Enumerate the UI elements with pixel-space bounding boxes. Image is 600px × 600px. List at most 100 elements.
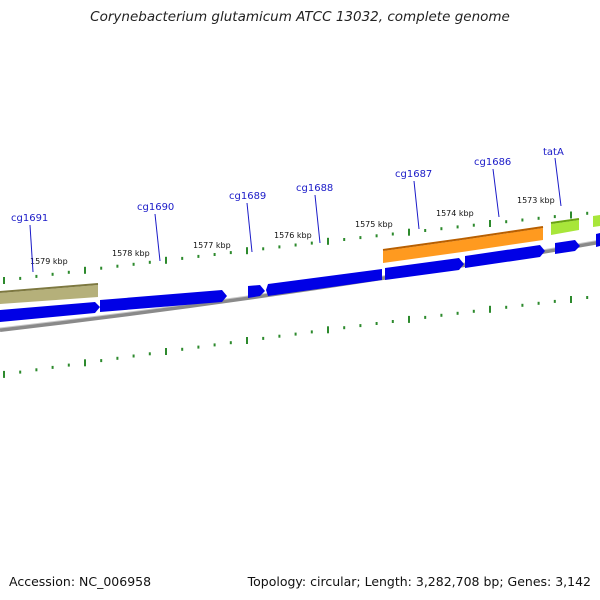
function-bar-olive[interactable] (0, 285, 98, 304)
minor-tick (586, 296, 589, 299)
gene-label-cg1689[interactable]: cg1689 (229, 191, 266, 202)
minor-tick (343, 326, 346, 330)
minor-tick (100, 266, 103, 270)
minor-tick (391, 232, 394, 236)
cds-feature-cg1687[interactable] (385, 258, 464, 280)
minor-tick (391, 320, 394, 323)
function-bar-orange-edge-2 (461, 226, 544, 240)
major-tick (246, 337, 248, 344)
minor-tick (343, 238, 346, 241)
minor-tick (359, 236, 362, 240)
gene-label-tatA[interactable]: tatA (543, 147, 564, 158)
major-tick (570, 296, 572, 303)
gene-leader (29, 224, 34, 273)
minor-tick (521, 218, 524, 222)
minor-tick (375, 322, 378, 325)
minor-tick (197, 345, 200, 349)
cds-feature-cg1688[interactable] (266, 269, 382, 296)
upper-tick-ring (3, 211, 589, 284)
cds-feature-cg1690[interactable] (100, 290, 227, 312)
lower-tick-ring (3, 296, 589, 378)
gene-label-cg1686[interactable]: cg1686 (474, 157, 511, 168)
minor-tick (424, 229, 427, 232)
major-tick (3, 370, 5, 378)
minor-tick (148, 352, 151, 356)
minor-tick (262, 247, 265, 251)
function-bar-olive-edge (0, 283, 99, 293)
cds-feature-cg1686[interactable] (465, 245, 545, 268)
major-tick (408, 315, 410, 323)
kbp-label: 1576 kbp (274, 231, 312, 240)
minor-tick (35, 368, 38, 372)
minor-tick (262, 336, 265, 340)
minor-tick (278, 245, 281, 249)
minor-tick (310, 330, 313, 334)
minor-tick (67, 363, 70, 367)
major-tick (165, 256, 167, 264)
gene-label-cg1691[interactable]: cg1691 (11, 213, 48, 224)
cds-feature-cg1691[interactable] (0, 302, 100, 322)
gene-leader (314, 194, 321, 244)
major-tick (3, 277, 5, 284)
function-track (0, 215, 600, 304)
gene-leader (154, 213, 161, 262)
genome-summary: Topology: circular; Length: 3,282,708 bp… (247, 574, 591, 589)
major-tick (489, 305, 491, 313)
gene-leader (246, 202, 253, 253)
major-tick (489, 220, 491, 227)
minor-tick (148, 260, 151, 264)
kbp-label: 1577 kbp (193, 241, 231, 250)
function-bar-orange-cg1686[interactable] (462, 228, 543, 252)
major-tick (84, 359, 86, 367)
cds-track (0, 233, 600, 322)
gene-label-cg1688[interactable]: cg1688 (296, 183, 333, 194)
minor-tick (521, 303, 524, 307)
minor-tick (35, 274, 38, 278)
major-tick (408, 228, 410, 236)
cds-feature-cg1689[interactable] (248, 285, 265, 298)
major-tick (165, 348, 167, 355)
kbp-labels: 1579 kbp 1578 kbp 1577 kbp 1576 kbp 1575… (30, 196, 555, 266)
major-tick (327, 237, 329, 245)
minor-tick (375, 234, 378, 238)
kbp-label: 1579 kbp (30, 257, 68, 266)
kbp-label: 1574 kbp (436, 209, 474, 218)
minor-tick (132, 354, 135, 358)
minor-tick (213, 253, 216, 256)
minor-tick (537, 216, 540, 220)
kbp-label: 1573 kbp (517, 196, 555, 205)
major-tick (327, 326, 329, 334)
minor-tick (456, 225, 459, 229)
minor-tick (294, 243, 297, 247)
minor-tick (505, 305, 508, 309)
gene-labels: cg1691 cg1690 cg1689 cg1688 cg1687 cg168… (11, 147, 564, 273)
cds-feature-tatA[interactable] (555, 240, 580, 254)
minor-tick (229, 341, 232, 345)
minor-tick (19, 370, 22, 374)
minor-tick (197, 254, 200, 258)
gene-label-cg1690[interactable]: cg1690 (137, 202, 174, 213)
function-bar-lime-tatA[interactable] (551, 220, 579, 235)
minor-tick (229, 251, 232, 255)
minor-tick (51, 272, 54, 276)
gene-leader (413, 180, 420, 230)
gene-label-cg1687[interactable]: cg1687 (395, 169, 432, 180)
gene-leader (492, 168, 500, 218)
function-bar-lime-edge (550, 218, 580, 224)
minor-tick (278, 334, 281, 338)
minor-tick (440, 313, 443, 317)
minor-tick (51, 365, 54, 369)
minor-tick (132, 262, 135, 266)
function-bar-orange-cg1687[interactable] (383, 240, 462, 263)
cds-feature-edge[interactable] (596, 233, 600, 247)
function-bar-lime-edge-feature[interactable] (593, 215, 600, 227)
minor-tick (424, 315, 427, 319)
minor-tick (181, 347, 184, 351)
minor-tick (213, 343, 216, 347)
minor-tick (116, 264, 119, 268)
kbp-label: 1578 kbp (112, 249, 150, 258)
minor-tick (472, 309, 475, 313)
gene-leader (554, 157, 562, 207)
kbp-label: 1575 kbp (355, 220, 393, 229)
